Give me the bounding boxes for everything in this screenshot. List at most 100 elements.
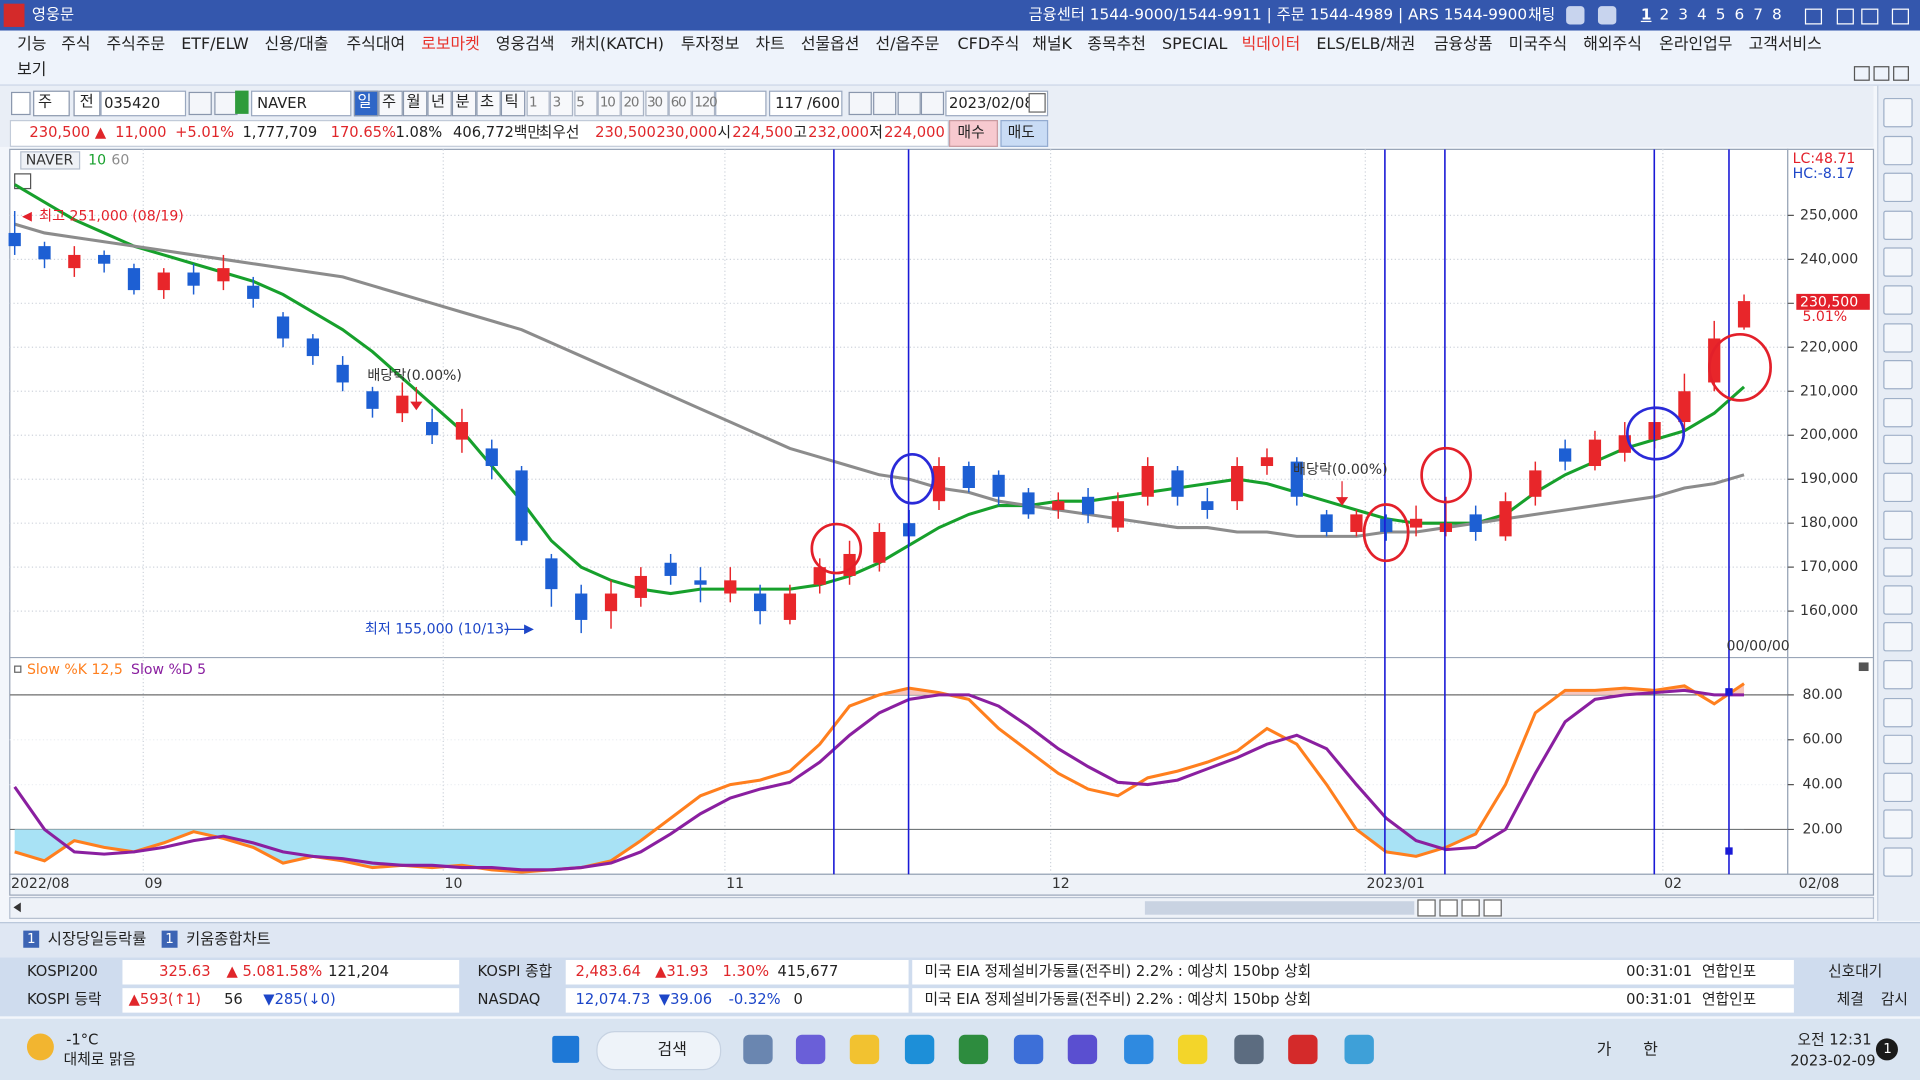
tool-button[interactable] <box>897 91 921 116</box>
taskbar-app[interactable] <box>743 1034 773 1065</box>
taskbar-app[interactable] <box>958 1034 989 1065</box>
chat-link[interactable]: 채팅 <box>1528 6 1556 24</box>
screen-number[interactable]: 2 <box>1659 4 1670 24</box>
screen-number[interactable]: 5 <box>1715 4 1726 24</box>
ime-indicator[interactable]: 한 <box>1643 1040 1658 1060</box>
taskbar-app[interactable] <box>1013 1034 1044 1065</box>
window-control[interactable] <box>1804 8 1823 25</box>
side-tool[interactable] <box>1883 135 1913 165</box>
sell-button[interactable] <box>1000 120 1049 147</box>
side-tool[interactable] <box>1883 472 1913 503</box>
screen-number[interactable]: 3 <box>1678 4 1689 24</box>
period-button[interactable] <box>500 90 526 117</box>
side-tool[interactable] <box>1883 697 1913 727</box>
side-tool[interactable] <box>1883 322 1913 353</box>
menu-item[interactable]: 주식대여 <box>346 35 406 54</box>
taskbar-app[interactable] <box>1067 1034 1098 1065</box>
menu-item[interactable]: ELS/ELB/채권 <box>1316 35 1416 54</box>
menu-item[interactable]: 빅데이터 <box>1241 35 1301 54</box>
menu-item[interactable]: 기능 <box>17 35 47 54</box>
side-tool[interactable] <box>1883 360 1913 390</box>
tool-button[interactable] <box>188 91 212 116</box>
period-button[interactable] <box>378 90 403 117</box>
side-tool[interactable] <box>1883 397 1913 428</box>
period-button[interactable] <box>476 90 501 117</box>
side-tool[interactable] <box>1883 772 1913 802</box>
side-tool[interactable] <box>1883 734 1913 765</box>
taskbar-app[interactable] <box>1288 1034 1318 1065</box>
sell-label[interactable]: 매도 <box>1007 123 1035 141</box>
tool-button[interactable] <box>214 91 238 116</box>
buy-button[interactable] <box>948 120 998 147</box>
side-tool[interactable] <box>1883 172 1913 203</box>
side-tool[interactable] <box>1883 622 1913 652</box>
window-control[interactable] <box>1836 8 1854 25</box>
start-button[interactable] <box>552 1035 580 1063</box>
side-tool[interactable] <box>1883 435 1913 465</box>
menu-item[interactable]: 신용/대출 <box>264 35 329 54</box>
interval-button[interactable] <box>691 90 716 117</box>
period-button[interactable] <box>451 90 477 117</box>
menu-item[interactable]: 선/옵주문 <box>875 35 940 54</box>
menu-item[interactable]: 차트 <box>755 35 785 54</box>
tab-label[interactable]: 키움종합차트 <box>186 929 271 948</box>
side-tool[interactable] <box>1883 97 1913 128</box>
title-icon[interactable] <box>1566 6 1585 25</box>
custom-input[interactable] <box>715 90 767 117</box>
search-box[interactable] <box>596 1031 722 1071</box>
mdi-control[interactable] <box>1893 66 1909 81</box>
mdi-control[interactable] <box>1873 66 1890 81</box>
menu-item[interactable]: CFD주식 <box>957 35 1020 54</box>
tab-label[interactable]: 시장당일등락률 <box>47 929 147 948</box>
interval-button[interactable] <box>621 90 645 117</box>
side-tool[interactable] <box>1883 247 1913 278</box>
menu-item[interactable]: 종목추천 <box>1087 35 1146 54</box>
menu-item[interactable]: 선물옵션 <box>800 35 860 54</box>
side-tool[interactable] <box>1883 285 1913 315</box>
notification-badge[interactable] <box>1875 1038 1898 1061</box>
period-button[interactable] <box>427 90 452 117</box>
interval-button[interactable] <box>597 90 621 117</box>
market-select[interactable] <box>33 90 70 117</box>
tool-button[interactable] <box>920 91 945 116</box>
screen-number[interactable]: 1 <box>1640 4 1652 24</box>
interval-button[interactable] <box>573 90 598 117</box>
menu-item[interactable]: SPECIAL <box>1162 35 1228 54</box>
search-label[interactable]: 검색 <box>657 1040 687 1060</box>
window-control[interactable] <box>1861 8 1879 25</box>
buy-label[interactable]: 매수 <box>957 123 985 141</box>
favorite-tag[interactable] <box>235 90 249 114</box>
code-input[interactable] <box>100 90 187 117</box>
side-tool[interactable] <box>1883 660 1913 690</box>
taskbar-app[interactable] <box>849 1034 880 1065</box>
tool-button[interactable] <box>11 91 31 116</box>
title-icon[interactable] <box>1597 6 1617 25</box>
taskbar-app[interactable] <box>1234 1034 1264 1065</box>
mdi-control[interactable] <box>1853 66 1870 81</box>
taskbar-app[interactable] <box>1344 1034 1374 1065</box>
menu-item[interactable]: 캐치(KATCH) <box>570 35 665 54</box>
side-tool[interactable] <box>1883 510 1913 540</box>
calendar-button[interactable] <box>1028 93 1046 113</box>
taskbar-app[interactable] <box>1124 1034 1154 1065</box>
interval-button[interactable] <box>526 90 550 117</box>
menu-item[interactable]: ETF/ELW <box>181 35 249 54</box>
menu-item[interactable]: 주식주문 <box>106 35 166 54</box>
interval-button[interactable] <box>644 90 668 117</box>
menu-item[interactable]: 미국주식 <box>1508 35 1568 54</box>
menu-item[interactable]: 금융상품 <box>1433 35 1493 54</box>
all-button[interactable] <box>73 90 101 117</box>
side-tool[interactable] <box>1883 210 1913 240</box>
menu-item[interactable]: 영웅검색 <box>495 35 555 54</box>
interval-button[interactable] <box>550 90 574 117</box>
count-input[interactable] <box>768 90 843 117</box>
side-tool[interactable] <box>1883 585 1913 615</box>
menu-item[interactable]: 투자정보 <box>680 35 740 54</box>
side-tool[interactable] <box>1883 547 1913 577</box>
screen-number[interactable]: 6 <box>1734 4 1745 24</box>
taskbar-app[interactable] <box>795 1034 826 1065</box>
side-tool[interactable] <box>1883 809 1913 840</box>
ime-indicator[interactable]: 가 <box>1596 1040 1612 1060</box>
screen-number[interactable]: 4 <box>1697 4 1707 24</box>
menu-item[interactable]: 해외주식 <box>1583 35 1642 54</box>
